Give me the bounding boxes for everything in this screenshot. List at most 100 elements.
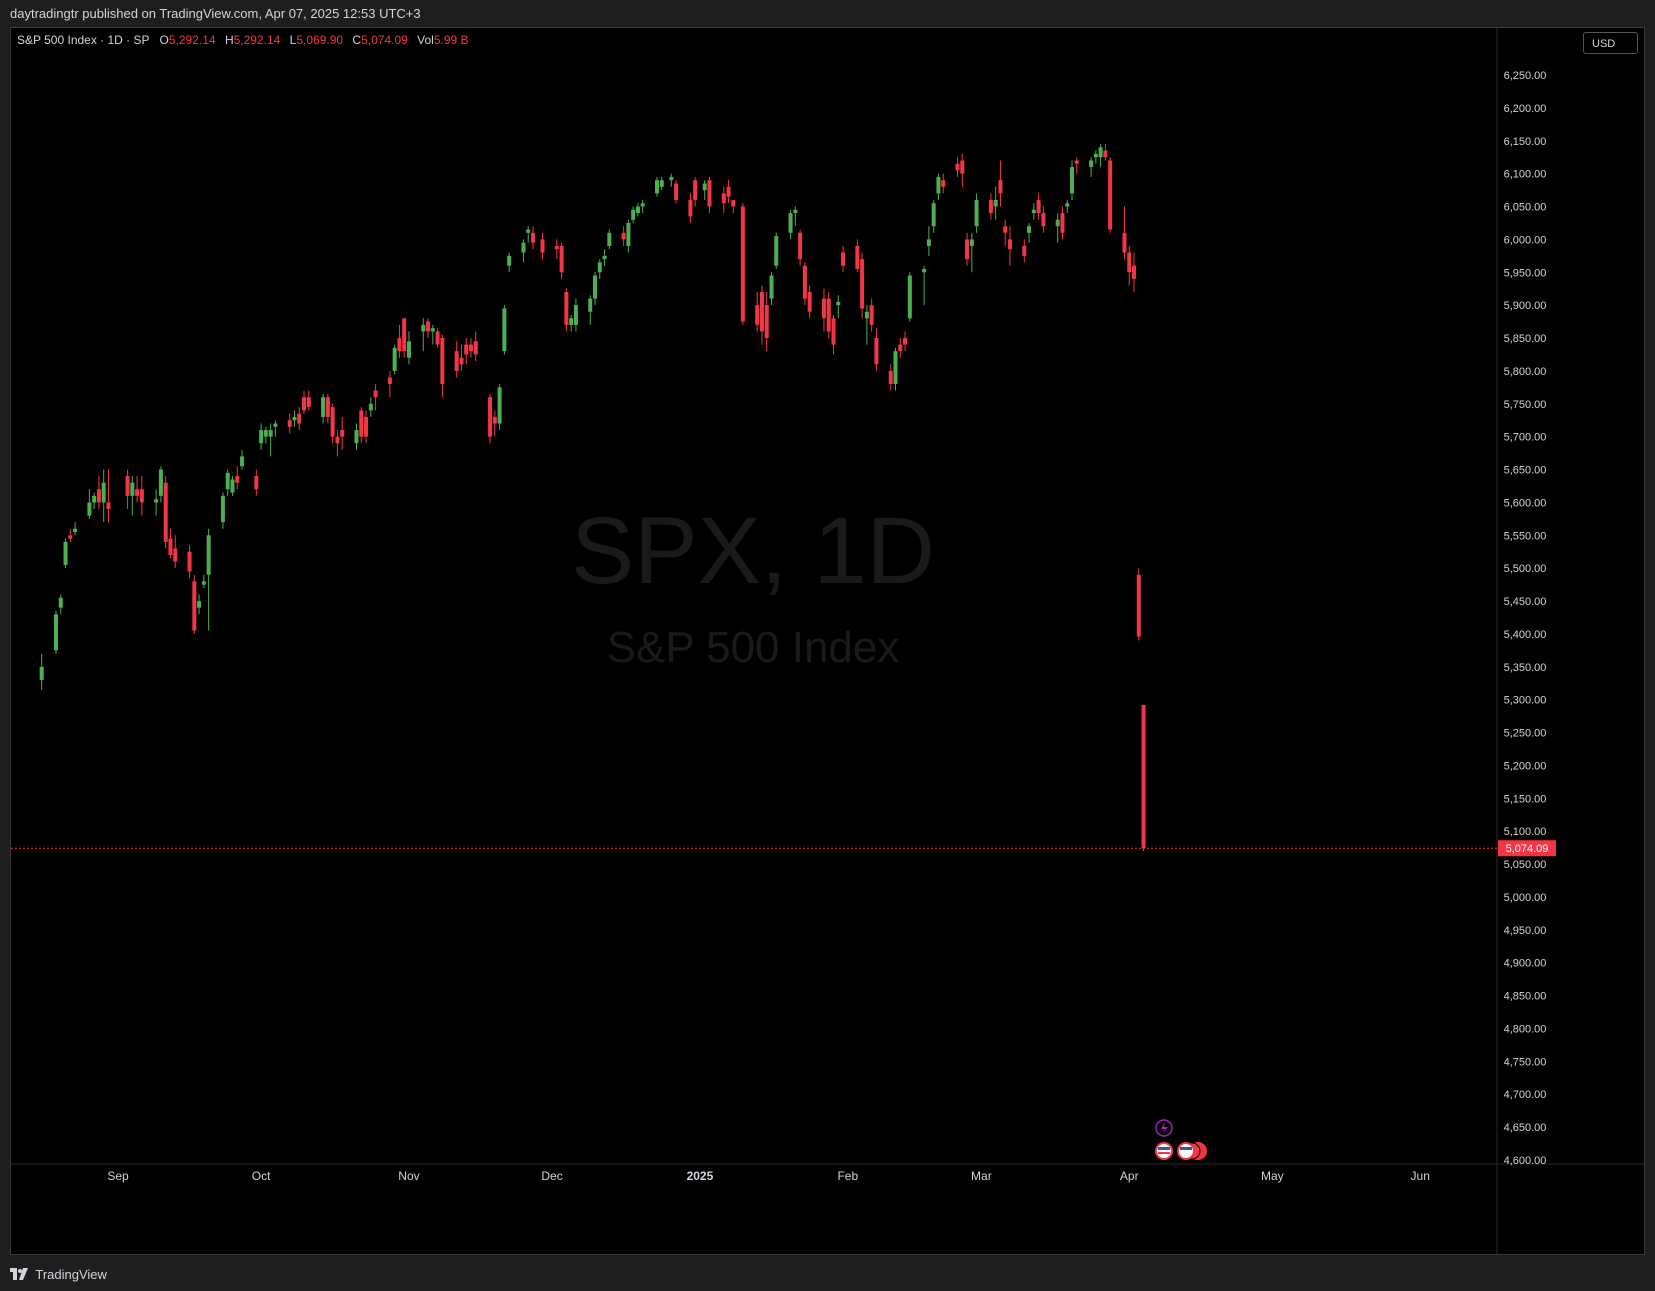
last-price-label: 5,074.09	[1506, 843, 1549, 855]
candle-up	[1065, 203, 1070, 207]
candle-down	[440, 338, 445, 385]
price-tick-label: 6,250.00	[1504, 70, 1547, 82]
earnings-event-icon	[1155, 1119, 1173, 1137]
candlestick-chart[interactable]: SPX, 1D S&P 500 Index 6,250.006,200.006,…	[11, 28, 1644, 1254]
candle-down	[841, 252, 846, 266]
chart-frame[interactable]: SPX, 1D S&P 500 Index 6,250.00 6,200.00 6,…	[10, 27, 1645, 1255]
candle-down	[468, 344, 473, 352]
candle-up	[864, 311, 869, 319]
candle-up	[1098, 147, 1103, 158]
price-tick-label: 5,800.00	[1504, 366, 1547, 378]
time-tick-label: May	[1261, 1169, 1284, 1183]
candle-up	[1055, 219, 1060, 227]
candle-up	[368, 403, 373, 411]
candle-down	[287, 420, 292, 427]
footer-brand[interactable]: TradingView	[35, 1267, 107, 1282]
legend-high: 5,292.14	[233, 33, 281, 47]
price-tick-label: 5,750.00	[1504, 399, 1547, 411]
price-tick-label: 5,500.00	[1504, 563, 1547, 575]
candle-up	[993, 199, 998, 207]
price-tick-label: 4,750.00	[1504, 1056, 1547, 1068]
ohlc-legend: S&P 500 Index · 1D · SP O5,292.14 H5,292…	[17, 32, 475, 48]
candle-up	[53, 614, 58, 651]
candle-up	[430, 328, 435, 332]
candle-down	[168, 538, 173, 556]
candle-down	[139, 489, 144, 503]
price-tick-label: 4,650.00	[1504, 1122, 1547, 1134]
price-tick-label: 6,000.00	[1504, 234, 1547, 246]
candle-up	[63, 541, 68, 565]
candle-down	[1122, 232, 1127, 253]
candle-down	[721, 193, 726, 204]
candle-down	[1060, 213, 1065, 233]
candle-up	[597, 262, 602, 273]
candle-up	[392, 347, 397, 371]
candle-down	[325, 397, 330, 417]
price-tick-label: 5,550.00	[1504, 530, 1547, 542]
candle-down	[707, 180, 712, 207]
price-tick-label: 6,050.00	[1504, 202, 1547, 214]
watermark-name: S&P 500 Index	[607, 623, 900, 672]
legend-vol-label: Vol	[417, 33, 434, 47]
candle-up	[197, 601, 202, 608]
candle-down	[397, 338, 402, 352]
candle-down	[1132, 265, 1137, 279]
time-tick-label: 2025	[687, 1169, 714, 1183]
candle-down	[869, 305, 874, 325]
price-tick-label: 6,200.00	[1504, 103, 1547, 115]
candle-up	[230, 479, 235, 493]
price-tick-label: 4,600.00	[1504, 1155, 1547, 1167]
price-tick-label: 5,600.00	[1504, 497, 1547, 509]
candle-up	[702, 183, 707, 191]
candle-down	[1074, 160, 1079, 164]
candle-up	[626, 222, 631, 246]
candle-up	[268, 430, 273, 437]
candle-up	[526, 229, 531, 233]
candle-down	[302, 397, 307, 411]
candle-down	[755, 305, 760, 325]
price-tick-label: 4,900.00	[1504, 958, 1547, 970]
candle-up	[926, 239, 931, 246]
candle-up	[497, 387, 502, 424]
candle-down	[106, 502, 111, 509]
candle-up	[655, 180, 660, 194]
chart-background	[11, 28, 1644, 1254]
price-tick-label: 4,700.00	[1504, 1089, 1547, 1101]
candle-down	[860, 259, 865, 309]
price-tick-label: 4,950.00	[1504, 925, 1547, 937]
candle-up	[659, 180, 664, 187]
time-tick-label: Jun	[1411, 1169, 1430, 1183]
candle-down	[330, 407, 335, 437]
candle-up	[206, 535, 211, 575]
legend-open: 5,292.14	[168, 33, 216, 47]
price-tick-label: 5,000.00	[1504, 892, 1547, 904]
candle-down	[1141, 704, 1146, 849]
candle-up	[769, 275, 774, 299]
candle-up	[225, 472, 230, 490]
candle-down	[373, 390, 378, 398]
candle-down	[759, 292, 764, 332]
candle-down	[564, 292, 569, 325]
candle-down	[988, 199, 993, 214]
last-price-badge	[1498, 840, 1556, 857]
candle-down	[621, 232, 626, 240]
candle-down	[235, 476, 240, 483]
price-tick-label: 4,850.00	[1504, 991, 1547, 1003]
candle-down	[831, 318, 836, 345]
candle-down	[135, 489, 140, 496]
candle-down	[364, 416, 369, 437]
currency-button[interactable]: USD	[1583, 32, 1638, 54]
candle-down	[764, 305, 769, 339]
candle-up	[1093, 153, 1098, 158]
candle-up	[922, 268, 927, 273]
time-tick-label: Mar	[971, 1169, 992, 1183]
candle-down	[941, 180, 946, 187]
tradingview-logo-icon[interactable]	[10, 1261, 28, 1291]
candle-up	[421, 324, 426, 332]
legend-symbol[interactable]: S&P 500 Index · 1D · SP	[17, 33, 150, 47]
candle-down	[903, 338, 908, 345]
event-markers	[1155, 1119, 1207, 1160]
candle-down	[125, 476, 130, 496]
price-tick-label: 5,050.00	[1504, 859, 1547, 871]
candle-up	[588, 298, 593, 312]
